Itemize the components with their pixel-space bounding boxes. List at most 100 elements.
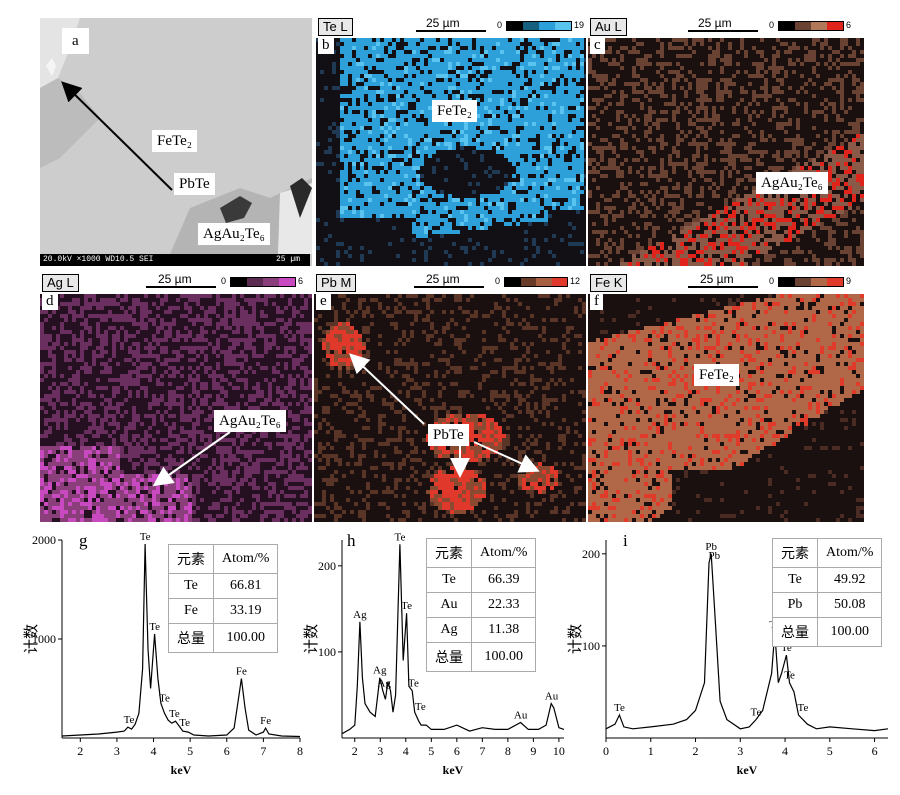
table-row: Au 22.33 [426,592,537,618]
te-distribution-map [316,38,586,266]
map-area-e: e PbTe [314,292,586,522]
colorbar-f [778,277,844,287]
panel-letter-b: b [318,36,334,54]
table-cell: 49.92 [816,567,883,593]
scale-label-d: 25 µm [158,272,192,286]
peak-label: Te [140,531,151,543]
x-axis-label: keV [171,763,192,777]
x-tick-label: 4 [151,744,157,758]
peak-label: Pb [705,541,717,553]
table-cell: 100.00 [816,617,883,647]
x-tick-label: 7 [479,744,485,758]
table-cell: Ag [426,617,472,643]
x-tick-label: 3 [737,744,743,758]
spectrum-h: 2 3 4 5 6 7 8 9 10 100 200 keV 计数 Ag Ag Ag Te Te Te Te Au Au … [286,524,576,790]
colorbar-c [778,21,844,31]
sem-info-bar: 20.0kV ×1000 WD10.5 SEI 25 µm [40,254,310,266]
peak-label: Te [124,714,135,726]
label-d-agau2te6: AgAu₂Te₆ [214,410,286,432]
table-cell: 总量 [772,617,818,647]
element-fe-k: Fe K [590,274,628,292]
peak-label: Ag [377,678,391,690]
table-cell: 总量 [168,623,214,653]
spectrum-line [61,543,301,738]
au-distribution-map [588,38,864,266]
cbar-max-b: 19 [574,20,585,30]
table-cell: Te [168,573,214,599]
scale-bar-e [414,286,484,288]
table-cell: 100.00 [212,623,279,653]
panel-letter-g: g [79,531,88,550]
y-tick-label: 200 [318,559,336,573]
table-cell: 总量 [426,642,472,672]
y-tick-label: 100 [582,639,600,653]
peak-label: Te [798,702,809,714]
fe-distribution-map [588,294,864,522]
map-area-c: c AgAu₂Te₆ [588,36,864,266]
panel-letter-e: e [316,292,331,310]
label-a-fete2: FeTe₂ [152,130,198,152]
label-e-pbte: PbTe [428,424,469,446]
table-cell: 50.08 [816,592,883,618]
peak-label: Te [784,670,795,682]
cbar-min-d: 0 [221,276,227,286]
x-tick-label: 0 [603,744,609,758]
cbar-min-b: 0 [497,20,503,30]
peak-label: Pb [709,550,721,562]
peak-label: Fe [236,666,247,678]
y-tick-label: 100 [318,645,336,659]
x-tick-label: 6 [224,744,230,758]
panel-c-au-map: Au L 25 µm 0 6 c AgAu₂Te₆ [588,16,864,266]
element-te-l: Te L [318,18,353,36]
x-tick-label: 6 [872,744,878,758]
panel-letter-i: i [623,531,628,550]
panel-f-fe-map: Fe K 25 µm 0 9 f FeTe₂ [588,270,864,522]
panel-a-sem-image: a FeTe₂ PbTe AgAu₂Te₆ 20.0kV ×1000 WD10.… [40,18,312,266]
cbar-max-e: 12 [570,276,581,286]
table-cell: 33.19 [212,598,279,624]
y-axis-label: 计数 [22,624,40,654]
panel-letter-h: h [347,531,356,550]
label-f-fete2: FeTe₂ [694,364,740,386]
table-header-row: 元素 Atom/% [168,544,279,574]
table-header-cell: 元素 [168,544,214,574]
x-tick-label: 5 [428,744,434,758]
peak-label: Te [415,701,426,713]
scale-bar-d [146,286,216,288]
table-cell: Au [426,592,472,618]
scale-bar-c [688,30,758,32]
cbar-max-d: 6 [298,276,304,286]
composition-table-i: 元素 Atom/% Te 49.92 Pb 50.08 总量 100.00 [772,538,883,647]
spectrum-line [341,544,565,735]
x-tick-label: 2 [693,744,699,758]
table-row: 总量 100.00 [426,642,537,672]
x-tick-label: 5 [187,744,193,758]
y-tick-label: 200 [582,547,600,561]
panel-d-ag-map: Ag L 25 µm 0 6 d AgAu₂Te₆ [40,270,312,522]
x-tick-label: 4 [782,744,788,758]
peak-label: Te [179,717,190,729]
arrows-e [349,353,540,478]
cbar-min-f: 0 [769,276,775,286]
table-cell: 11.38 [470,617,537,643]
arrow-d [152,431,231,487]
cbar-min-c: 0 [769,20,775,30]
composition-table-h: 元素 Atom/% Te 66.39 Au 22.33 Ag 11.38 总量 100.00 [426,538,537,672]
x-tick-label: 3 [377,744,383,758]
sem-info: 20.0kV ×1000 WD10.5 SEI [43,255,154,264]
table-cell: 66.39 [470,567,537,593]
map-area-f: f FeTe₂ [588,292,864,522]
peak-label: Te [159,692,170,704]
scale-label-c: 25 µm [698,16,732,30]
x-tick-label: 2 [352,744,358,758]
peak-label: Te [751,707,762,719]
sem-scale: 25 µm [275,255,300,264]
table-row: 总量 100.00 [772,617,883,647]
x-tick-label: 6 [454,744,460,758]
table-row: Fe 33.19 [168,598,279,624]
table-header-row: 元素 Atom/% [772,538,883,568]
table-row: Te 66.81 [168,573,279,599]
colorbar-b [506,21,572,31]
